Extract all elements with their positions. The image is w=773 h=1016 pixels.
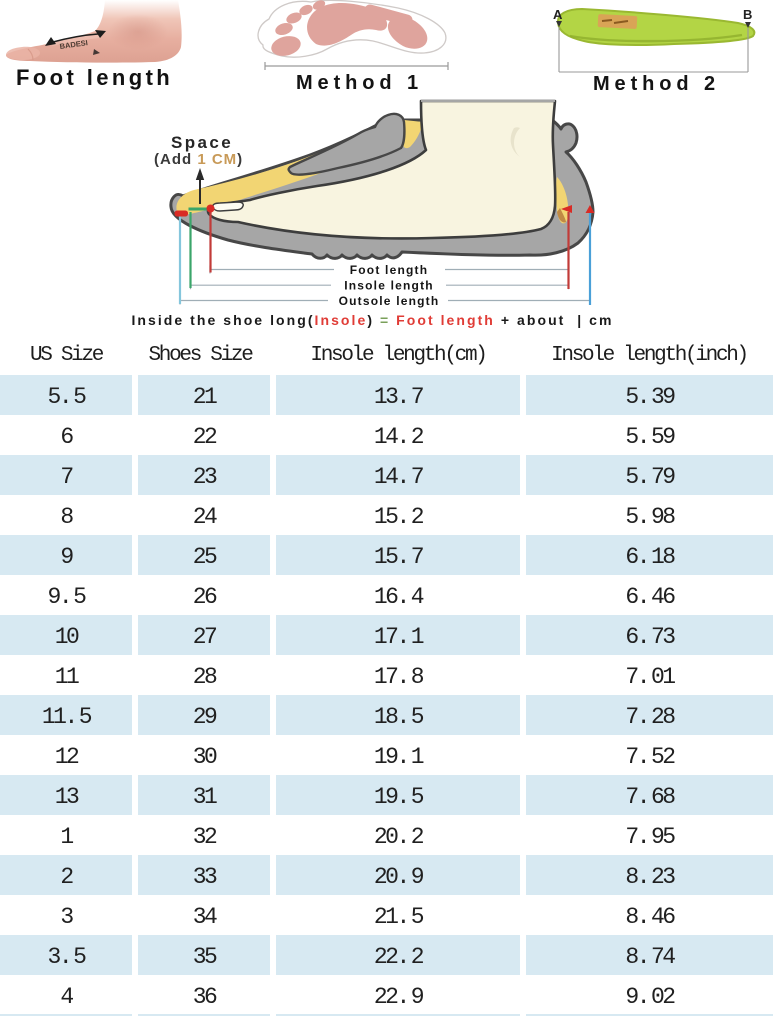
svg-text:A: A	[553, 7, 563, 22]
svg-text:Space: Space	[171, 133, 233, 152]
svg-text:Insole length: Insole length	[344, 279, 434, 293]
svg-text:BADESI: BADESI	[59, 38, 88, 51]
svg-text:(Add 1 CM): (Add 1 CM)	[154, 151, 243, 168]
svg-text:B: B	[743, 7, 752, 22]
svg-text:Method 2: Method 2	[593, 73, 720, 95]
svg-text:Foot length: Foot length	[350, 263, 429, 277]
svg-text:Foot length: Foot length	[16, 65, 173, 90]
svg-text:Method 1: Method 1	[296, 72, 423, 94]
svg-text:Outsole length: Outsole length	[339, 294, 440, 308]
